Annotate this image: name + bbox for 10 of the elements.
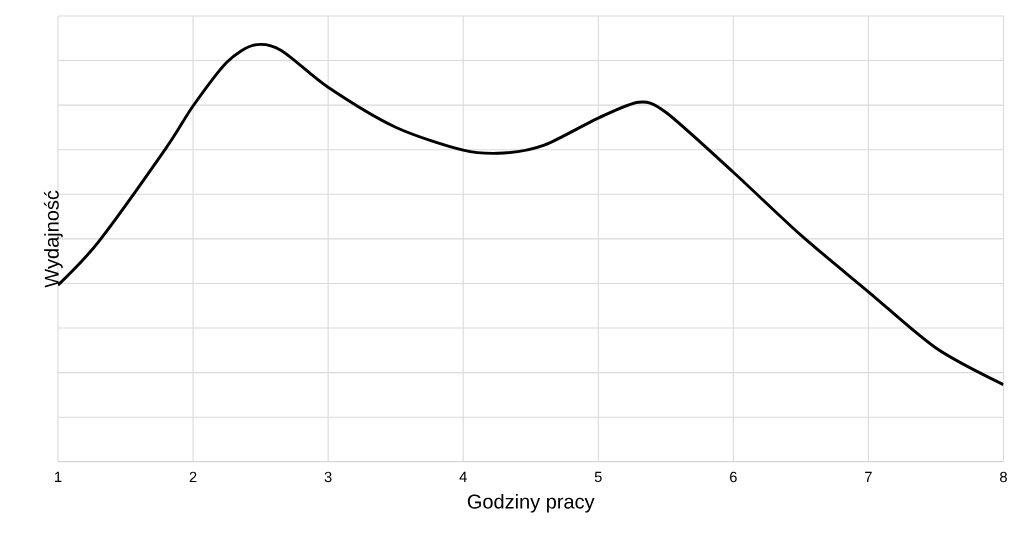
x-axis-title: Godziny pracy	[467, 494, 595, 513]
x-tick-label: 6	[730, 471, 737, 483]
x-tick-label: 2	[189, 471, 197, 483]
x-tick-label: 3	[324, 471, 332, 483]
x-tick-label: 1	[55, 471, 62, 483]
x-tick-label: 5	[594, 471, 602, 483]
x-tick-label: 4	[459, 471, 467, 483]
x-tick-label: 8	[1000, 471, 1007, 483]
x-tick-label: 7	[865, 471, 872, 483]
y-axis-title: Wydajność	[43, 190, 63, 288]
